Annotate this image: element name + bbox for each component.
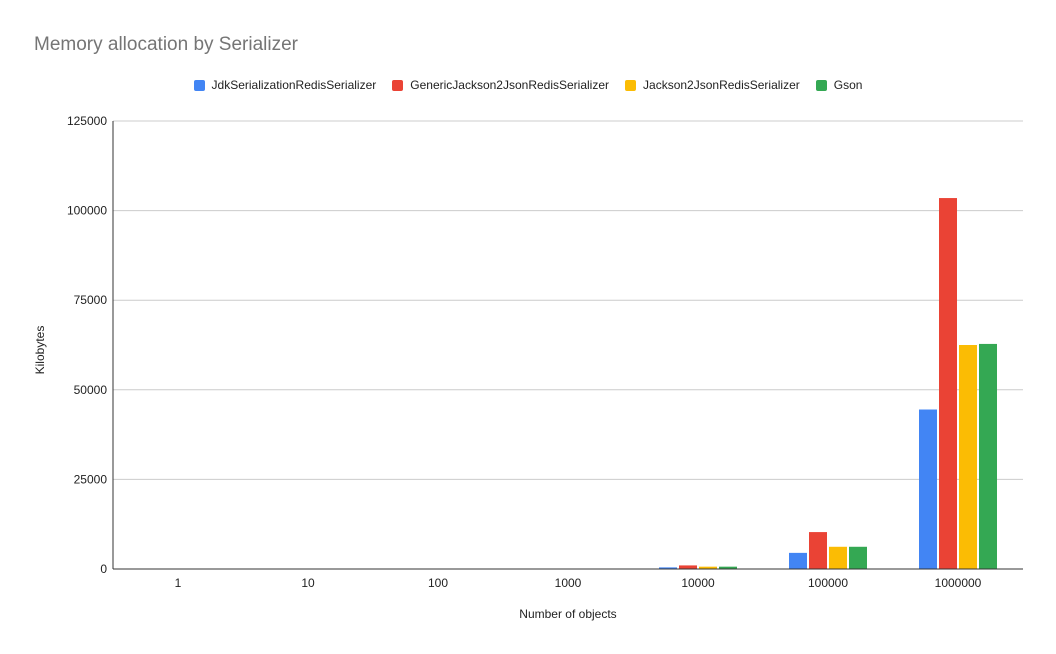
x-tick-label-10: 10 xyxy=(301,576,315,590)
legend-item-jdk[interactable]: JdkSerializationRedisSerializer xyxy=(193,78,377,92)
bar-Jackson2JsonRedisSerializer-10000[interactable] xyxy=(699,566,717,569)
bar-Jackson2JsonRedisSerializer-1000000[interactable] xyxy=(959,345,977,569)
bar-JdkSerializationRedisSerializer-100000[interactable] xyxy=(789,552,807,569)
bar-Gson-100000[interactable] xyxy=(849,546,867,569)
legend-swatch-gson xyxy=(815,79,827,91)
bar-layer xyxy=(529,198,997,570)
legend-label-jdk: JdkSerializationRedisSerializer xyxy=(211,78,377,92)
bar-Gson-1000000[interactable] xyxy=(979,343,997,569)
legend-label-generic-jackson: GenericJackson2JsonRedisSerializer xyxy=(410,78,610,92)
y-tick-label-25000: 25000 xyxy=(74,472,108,486)
legend-item-generic-jackson[interactable]: GenericJackson2JsonRedisSerializer xyxy=(392,78,609,92)
x-tick-label-10000: 10000 xyxy=(681,576,715,590)
legend-swatch-jdk xyxy=(193,79,205,91)
axis-layer: 0 25000 50000 75000 100000 125000 1 10 100 1000 10… xyxy=(67,114,1023,590)
bar-JdkSerializationRedisSerializer-1000000[interactable] xyxy=(919,409,937,569)
x-axis-title: Number of objects xyxy=(519,607,616,621)
y-tick-label-75000: 75000 xyxy=(74,293,108,307)
legend-item-jackson[interactable]: Jackson2JsonRedisSerializer xyxy=(625,78,800,92)
x-tick-label-100000: 100000 xyxy=(808,576,848,590)
chart-title: Memory allocation by Serializer xyxy=(34,34,298,55)
y-tick-label-125000: 125000 xyxy=(67,114,107,128)
bar-Jackson2JsonRedisSerializer-100000[interactable] xyxy=(829,546,847,569)
bar-GenericJackson2JsonRedisSerializer-100000[interactable] xyxy=(809,532,827,569)
legend-swatch-jackson xyxy=(625,79,637,91)
y-tick-label-100000: 100000 xyxy=(67,204,107,218)
legend-label-jackson: Jackson2JsonRedisSerializer xyxy=(643,78,800,92)
bar-JdkSerializationRedisSerializer-10000[interactable] xyxy=(659,567,677,569)
legend-swatch-generic-jackson xyxy=(392,79,404,91)
legend: JdkSerializationRedisSerializer GenericJ… xyxy=(0,78,1056,92)
grid-layer xyxy=(113,120,1023,480)
x-tick-label-100: 100 xyxy=(428,576,448,590)
bar-GenericJackson2JsonRedisSerializer-10000[interactable] xyxy=(679,565,697,569)
x-tick-label-1000: 1000 xyxy=(555,576,582,590)
y-tick-label-50000: 50000 xyxy=(74,383,108,397)
bar-Gson-10000[interactable] xyxy=(719,566,737,569)
x-tick-label-1: 1 xyxy=(175,576,182,590)
legend-item-gson[interactable]: Gson xyxy=(815,78,863,92)
x-tick-label-1000000: 1000000 xyxy=(935,576,982,590)
legend-label-gson: Gson xyxy=(833,78,863,92)
y-axis-title: Kilobytes xyxy=(33,326,47,375)
bar-GenericJackson2JsonRedisSerializer-1000000[interactable] xyxy=(939,198,957,569)
y-tick-label-0: 0 xyxy=(100,562,107,576)
